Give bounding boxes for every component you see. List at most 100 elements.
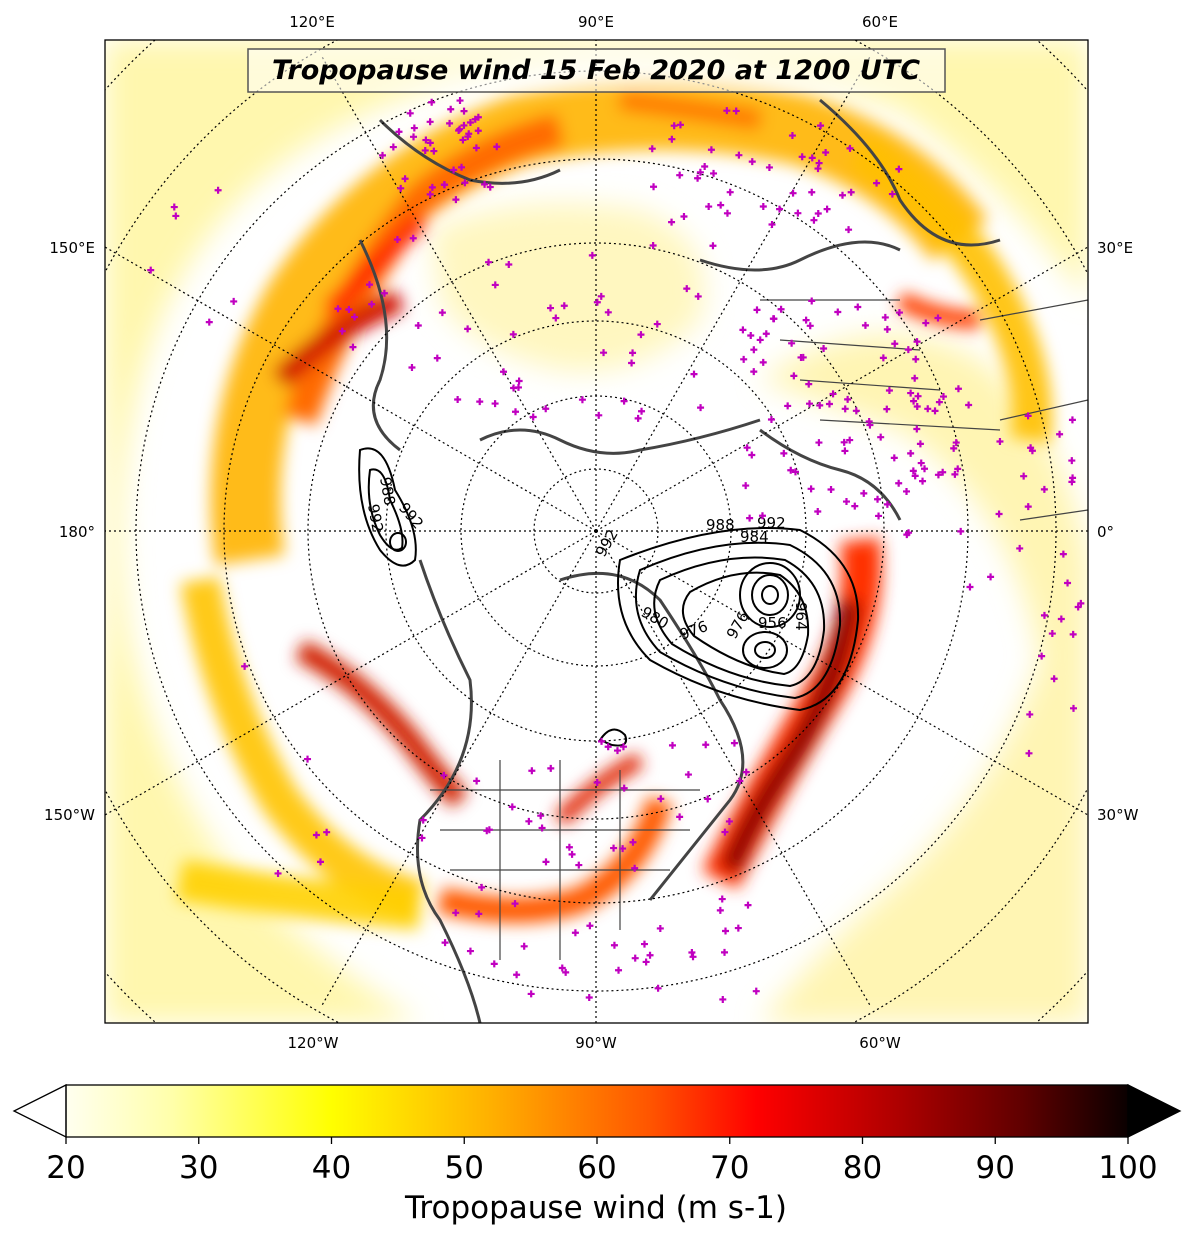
- wind-field: 992 988 992 988 992 984 980 976 964 976 …: [105, 40, 1088, 1023]
- station-marker: [939, 393, 947, 401]
- station-marker: [349, 343, 357, 351]
- station-marker: [725, 817, 733, 825]
- station-marker: [638, 407, 646, 415]
- station-marker: [808, 154, 816, 162]
- station-marker: [414, 322, 422, 330]
- station-marker: [365, 281, 373, 289]
- station-marker: [628, 359, 636, 367]
- station-marker: [426, 118, 434, 126]
- station-marker: [702, 741, 710, 749]
- station-marker: [1069, 630, 1077, 638]
- station-marker: [710, 169, 718, 177]
- station-marker: [736, 777, 744, 785]
- station-marker: [919, 477, 927, 485]
- station-marker: [1040, 485, 1048, 493]
- station-marker: [657, 795, 665, 803]
- station-marker: [723, 209, 731, 217]
- station-marker: [802, 316, 810, 324]
- station-marker: [619, 845, 627, 853]
- station-marker: [808, 297, 816, 305]
- station-marker: [380, 289, 388, 297]
- map-title-text: Tropopause wind 15 Feb 2020 at 1200 UTC: [272, 55, 920, 86]
- station-marker: [511, 900, 519, 908]
- station-marker: [746, 514, 754, 522]
- station-marker: [827, 486, 835, 494]
- station-marker: [854, 303, 862, 311]
- station-marker: [735, 151, 743, 159]
- station-marker: [914, 392, 922, 400]
- station-marker: [476, 398, 484, 406]
- station-marker: [1068, 478, 1076, 486]
- station-marker: [873, 179, 881, 187]
- lon-label-left: 180°: [59, 523, 95, 541]
- station-marker: [1028, 447, 1036, 455]
- station-marker: [950, 444, 958, 452]
- station-marker: [860, 489, 868, 497]
- station-marker: [815, 159, 823, 167]
- station-marker: [440, 771, 448, 779]
- contour-label: 988: [376, 476, 399, 507]
- station-marker: [814, 508, 822, 516]
- station-marker: [829, 390, 837, 398]
- station-marker: [401, 175, 409, 183]
- station-marker: [1064, 579, 1072, 587]
- station-marker: [406, 109, 414, 117]
- station-marker: [683, 285, 691, 293]
- station-marker: [921, 465, 929, 473]
- station-marker: [562, 968, 570, 976]
- station-marker: [466, 947, 474, 955]
- station-marker: [834, 308, 842, 316]
- station-marker: [474, 113, 482, 121]
- station-marker: [1068, 416, 1076, 424]
- longitude-labels: 120°E 90°E 60°E 150°E 180° 150°W 30°E 0°…: [44, 13, 1139, 1052]
- station-marker: [460, 107, 468, 115]
- station-marker: [147, 266, 155, 274]
- contour-labels: 992 988 992 988 992 984 980 976 964 976 …: [364, 476, 810, 644]
- station-marker: [676, 813, 684, 821]
- station-marker: [214, 186, 222, 194]
- station-marker: [784, 402, 792, 410]
- station-marker: [707, 146, 715, 154]
- station-marker: [419, 816, 427, 824]
- station-marker: [883, 325, 891, 333]
- contour-label: 992: [364, 503, 387, 534]
- station-marker: [458, 163, 466, 171]
- station-marker: [610, 844, 618, 852]
- station-marker: [578, 396, 586, 404]
- station-marker: [840, 438, 848, 446]
- station-marker: [895, 165, 903, 173]
- station-marker: [565, 843, 573, 851]
- station-markers: [147, 97, 1085, 1003]
- station-marker: [748, 158, 756, 166]
- station-marker: [513, 971, 521, 979]
- station-marker: [816, 401, 824, 409]
- station-marker: [646, 951, 654, 959]
- station-marker: [334, 305, 342, 313]
- station-marker: [351, 313, 359, 321]
- station-marker: [205, 318, 213, 326]
- station-marker: [912, 355, 920, 363]
- station-marker: [904, 346, 912, 354]
- station-marker: [690, 370, 698, 378]
- station-marker: [547, 304, 555, 312]
- station-marker: [515, 377, 523, 385]
- station-marker: [909, 467, 917, 475]
- station-marker: [512, 408, 520, 416]
- station-marker: [441, 181, 449, 189]
- station-marker: [996, 438, 1004, 446]
- station-marker: [454, 395, 462, 403]
- station-marker: [654, 984, 662, 992]
- station-marker: [719, 995, 727, 1003]
- station-marker: [807, 485, 815, 493]
- station-marker: [637, 331, 645, 339]
- station-marker: [726, 188, 734, 196]
- station-marker: [418, 834, 426, 842]
- colorbar-label: Tropopause wind (m s-1): [404, 1190, 787, 1226]
- borders: [430, 299, 1088, 960]
- station-marker: [525, 817, 533, 825]
- colorbar-tick-label: 70: [710, 1150, 749, 1186]
- station-marker: [861, 321, 869, 329]
- station-marker: [676, 121, 684, 129]
- station-marker: [891, 340, 899, 348]
- station-marker: [676, 171, 684, 179]
